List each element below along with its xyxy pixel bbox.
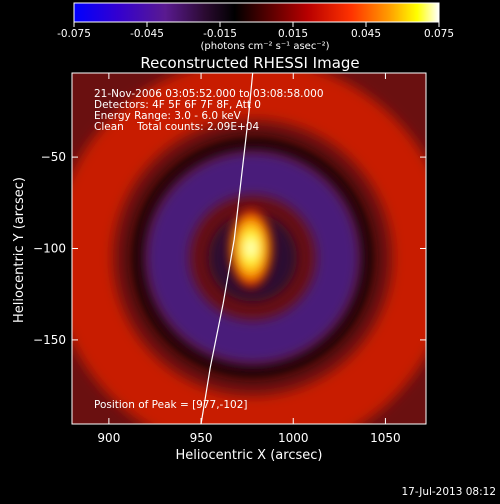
chart-title: Reconstructed RHESSI Image bbox=[140, 54, 359, 72]
y-tick-label: −100 bbox=[33, 242, 66, 256]
colorbar-tick-label: 0.015 bbox=[278, 28, 308, 40]
dark-gap bbox=[131, 137, 374, 378]
negative-ring bbox=[145, 151, 360, 364]
annotation-time-range: 21-Nov-2006 03:05:52.000 to 03:08:58.000 bbox=[94, 88, 324, 100]
footer-date: 17-Jul-2013 08:12 bbox=[401, 486, 496, 498]
colorbar-tick-label: -0.015 bbox=[203, 28, 237, 40]
solar-limb bbox=[200, 73, 254, 424]
y-tick-label: −50 bbox=[41, 150, 66, 164]
annotation-detectors: Detectors: 4F 5F 6F 7F 8F, Att 0 bbox=[94, 99, 261, 111]
colorbar-tick-label: -0.045 bbox=[130, 28, 164, 40]
colorbar-unit-label: (photons cm⁻² s⁻¹ asec⁻²) bbox=[200, 41, 329, 52]
colorbar-tick-label: -0.075 bbox=[57, 28, 91, 40]
x-axis-label: Heliocentric X (arcsec) bbox=[176, 448, 323, 463]
x-axis: 900 950 1000 1050 bbox=[97, 73, 401, 445]
colorbar-gradient bbox=[73, 2, 440, 23]
y-axis: −50 −100 −150 bbox=[33, 150, 426, 347]
annotation-peak: Position of Peak = [977,-102] bbox=[94, 399, 248, 411]
x-tick-label: 1050 bbox=[370, 431, 401, 445]
y-tick-label: −150 bbox=[33, 333, 66, 347]
annotation-block: 21-Nov-2006 03:05:52.000 to 03:08:58.000… bbox=[94, 88, 324, 411]
peak-source bbox=[226, 204, 275, 293]
x-tick-label: 950 bbox=[190, 431, 213, 445]
plot-area bbox=[72, 73, 426, 424]
x-tick-label: 900 bbox=[97, 431, 120, 445]
x-tick-label: 1000 bbox=[278, 431, 309, 445]
colorbar-tick-label: 0.045 bbox=[351, 28, 381, 40]
annotation-energy: Energy Range: 3.0 - 6.0 keV bbox=[94, 110, 242, 122]
y-axis-label: Heliocentric Y (arcsec) bbox=[12, 177, 27, 323]
emission-ring bbox=[72, 73, 426, 424]
colorbar-tick-label: 0.075 bbox=[424, 28, 454, 40]
annotation-clean: Clean Total counts: 2.09E+04 bbox=[94, 121, 259, 133]
colorbar: -0.075 -0.045 -0.015 0.015 0.045 0.075 (photo… bbox=[57, 2, 454, 52]
